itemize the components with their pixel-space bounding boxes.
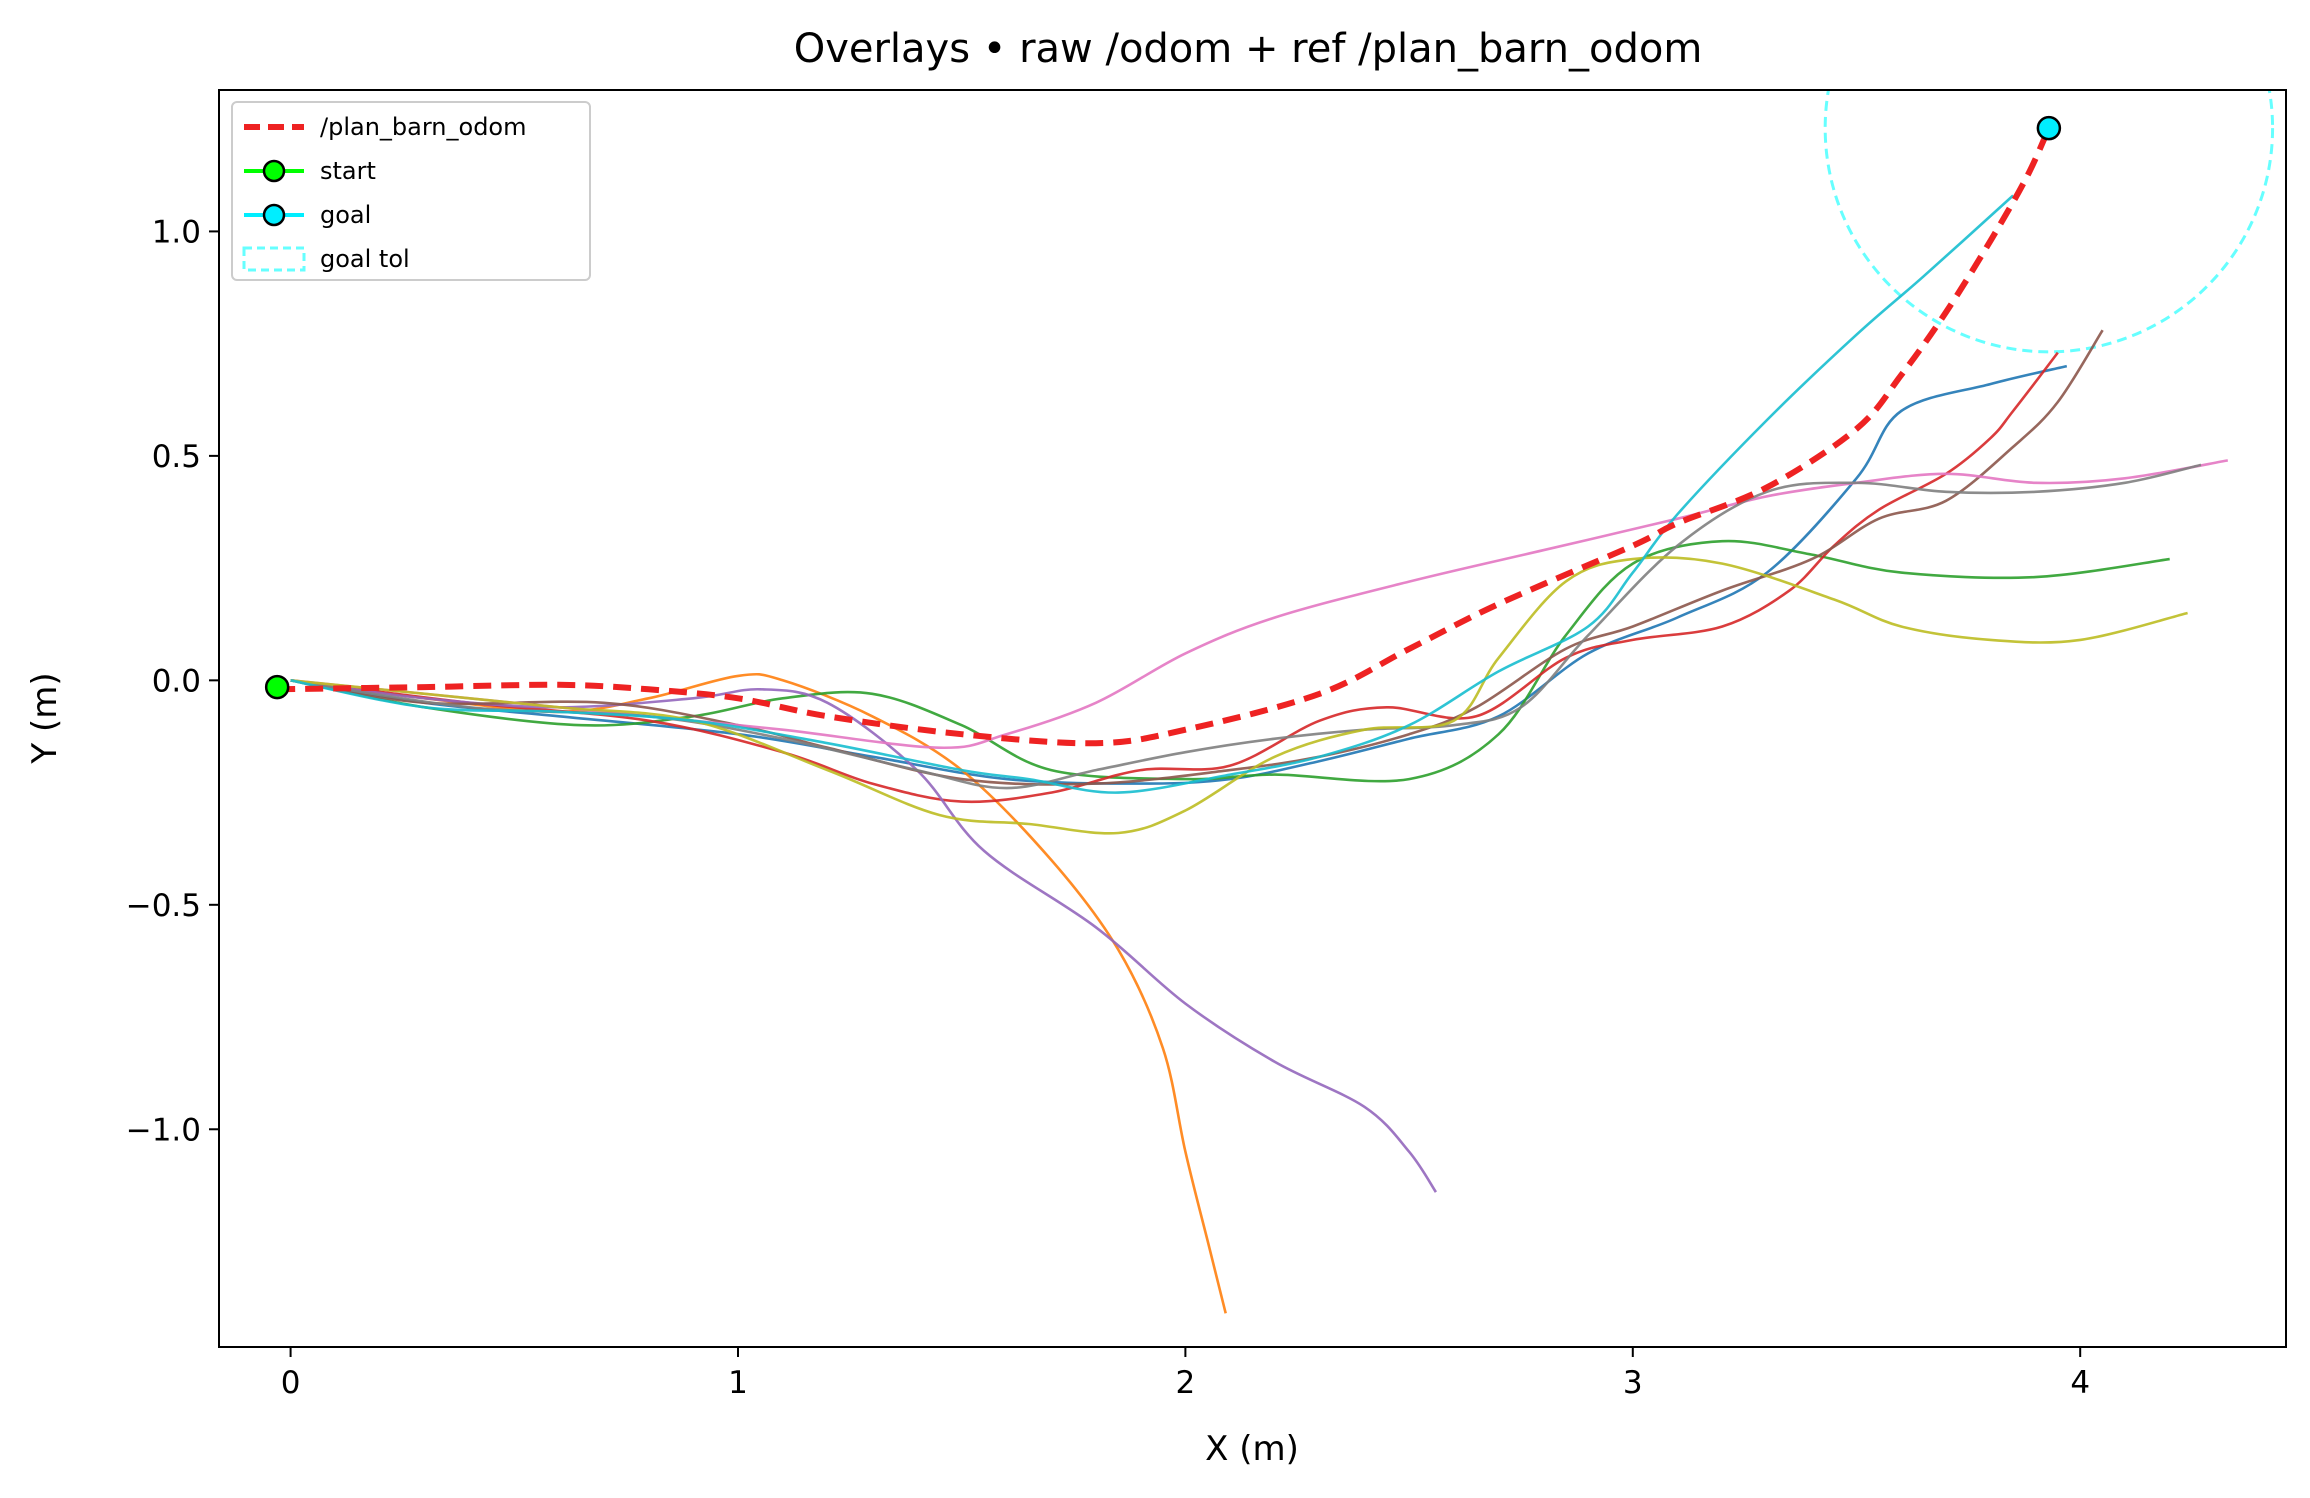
x-axis-label: X (m) bbox=[1205, 1429, 1299, 1469]
legend-label: start bbox=[320, 157, 376, 185]
reference-path-line bbox=[277, 126, 2052, 747]
legend-handle-marker bbox=[262, 159, 286, 183]
x-tick-label: 4 bbox=[2070, 1365, 2090, 1401]
legend-handle-marker bbox=[262, 203, 286, 227]
chart-title: Overlays • raw /odom + ref /plan_barn_od… bbox=[794, 26, 1703, 72]
y-axis-label: Y (m) bbox=[25, 672, 65, 764]
odom-trajectory-6 bbox=[290, 329, 2104, 786]
start-marker bbox=[264, 674, 290, 700]
x-tick-label: 2 bbox=[1176, 1365, 1196, 1401]
x-tick-label: 0 bbox=[281, 1365, 301, 1401]
y-tick-label: 0.0 bbox=[152, 663, 201, 699]
y-tick-label: −0.5 bbox=[126, 888, 201, 924]
y-tick-label: 1.0 bbox=[152, 214, 201, 250]
x-axis: 0 1 2 3 4 bbox=[281, 1347, 2090, 1401]
legend-label: goal tol bbox=[320, 245, 410, 273]
legend-handle-patch bbox=[242, 246, 306, 272]
goal-tolerance-circle bbox=[1823, 90, 2275, 354]
legend-box bbox=[231, 101, 591, 281]
x-tick-label: 1 bbox=[728, 1365, 748, 1401]
odom-trajectory-10 bbox=[290, 194, 2014, 794]
plot-area bbox=[264, 90, 2275, 1314]
y-axis: 1.0 0.5 0.0 −0.5 −1.0 bbox=[126, 214, 219, 1148]
x-tick-label: 3 bbox=[1623, 1365, 1643, 1401]
legend-label: /plan_barn_odom bbox=[320, 113, 526, 141]
plot-frame bbox=[218, 89, 2287, 1348]
odom-trajectory-4 bbox=[290, 351, 2059, 804]
legend-label: goal bbox=[320, 201, 371, 229]
y-tick-label: −1.0 bbox=[126, 1112, 201, 1148]
y-tick-label: 0.5 bbox=[152, 439, 201, 475]
goal-marker bbox=[2036, 115, 2062, 141]
